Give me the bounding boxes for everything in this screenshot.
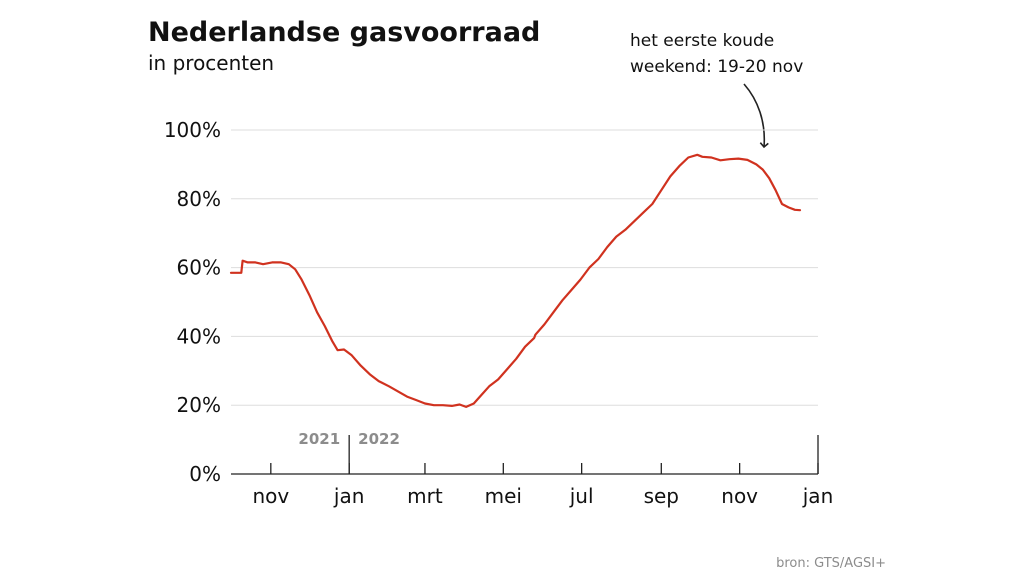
- x-tick-label: jul: [569, 484, 594, 508]
- x-tick-label: jan: [333, 484, 365, 508]
- source-note: bron: GTS/AGSI+: [776, 556, 886, 571]
- series-line-0: [229, 153, 802, 408]
- x-tick-label: sep: [644, 484, 679, 508]
- grid-lines: [231, 129, 818, 406]
- y-tick-label: 80%: [177, 187, 221, 211]
- chart-subtitle: in procenten: [148, 51, 274, 75]
- x-tick-label: nov: [252, 484, 289, 508]
- chart-title: Nederlandse gasvoorraad: [148, 17, 540, 48]
- x-tick-label: mrt: [407, 484, 443, 508]
- x-tick-label: jan: [802, 484, 834, 508]
- y-tick-label: 20%: [177, 393, 221, 417]
- year-label-left: 2021: [298, 430, 340, 448]
- y-axis-ticks: 0% 20% 40% 60% 80% 100%: [164, 118, 221, 486]
- x-tick-label: mei: [485, 484, 522, 508]
- series-lines: [229, 153, 802, 408]
- y-tick-label: 40%: [177, 324, 221, 348]
- x-axis-ticks: nov jan mrt mei jul sep nov jan: [252, 463, 833, 508]
- year-label-right: 2022: [358, 430, 400, 448]
- y-tick-label: 0%: [189, 462, 221, 486]
- y-tick-label: 60%: [177, 256, 221, 280]
- y-tick-label: 100%: [164, 118, 221, 142]
- x-tick-label: nov: [721, 484, 758, 508]
- annotation-arrow: [743, 83, 769, 149]
- annotation-text-line-2: weekend: 19-20 nov: [630, 57, 803, 77]
- annotation-text-line-1: het eerste koude: [630, 31, 774, 51]
